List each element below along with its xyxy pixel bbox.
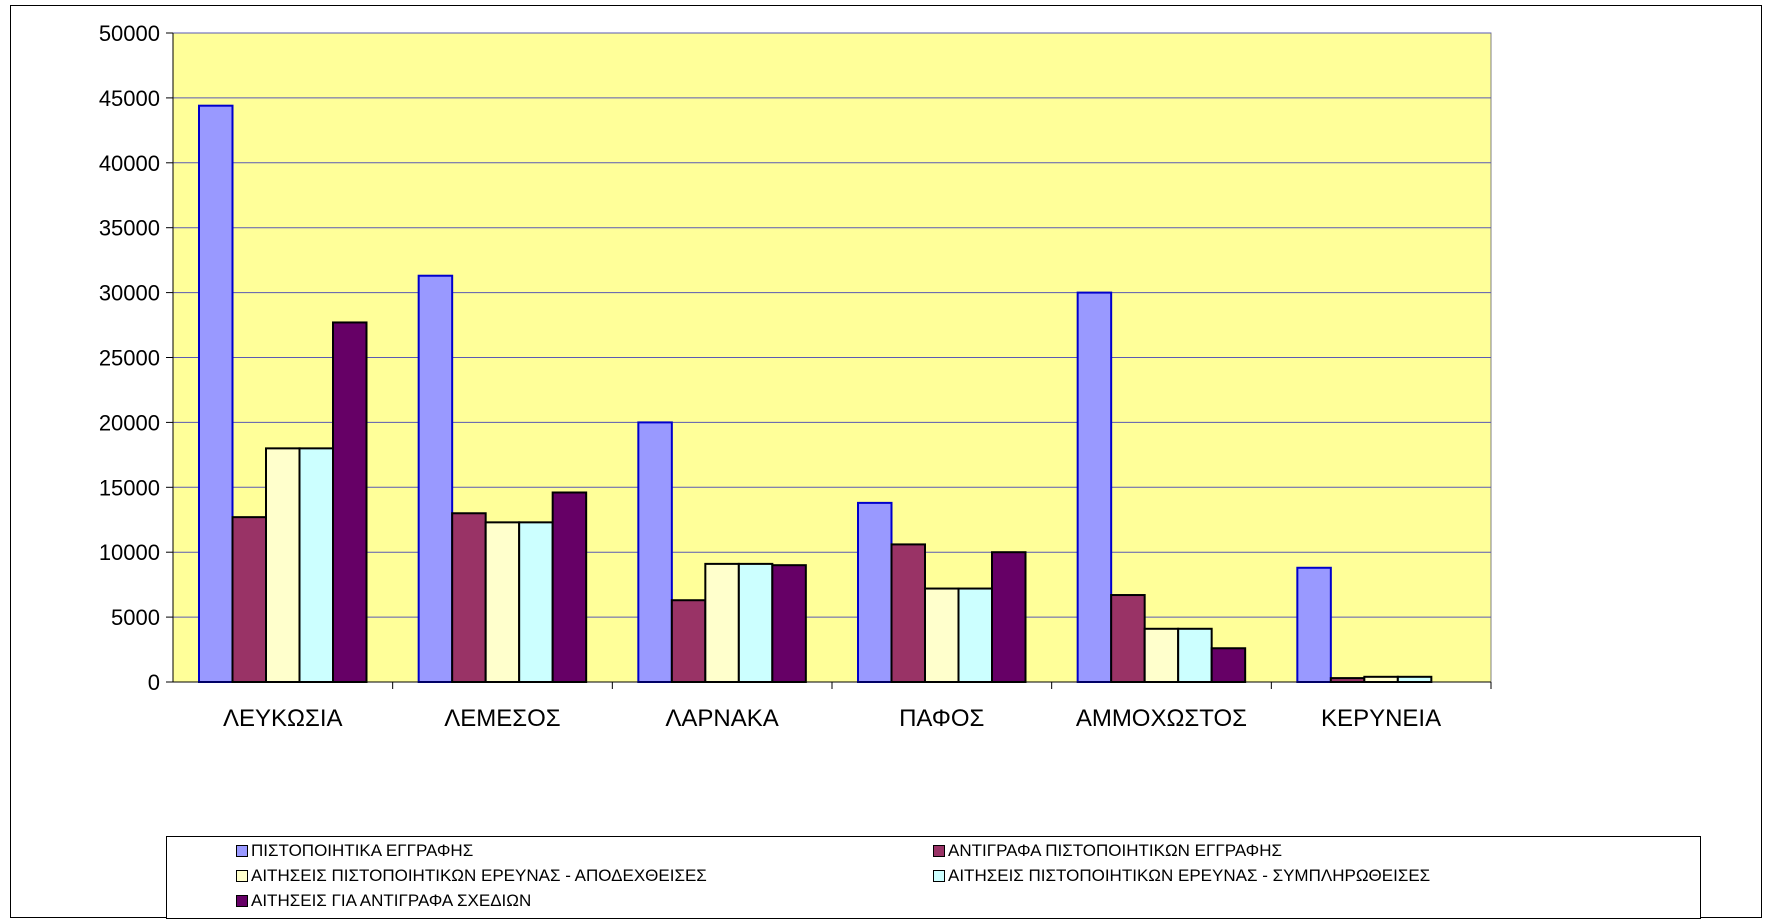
legend-item-1: ΑΝΤΙΓΡΑΦΑ ΠΙΣΤΟΠΟΙΗΤΙΚΩΝ ΕΓΓΡΑΦΗΣ	[933, 841, 1282, 861]
y-tick-label-9: 45000	[99, 86, 160, 111]
legend-label-4: ΑΙΤΗΣΕΙΣ ΓΙΑ ΑΝΤΙΓΡΑΦΑ ΣΧΕΔΙΩΝ	[251, 891, 532, 910]
legend-item-4: ΑΙΤΗΣΕΙΣ ΓΙΑ ΑΝΤΙΓΡΑΦΑ ΣΧΕΔΙΩΝ	[236, 891, 531, 911]
bar-0-3	[298, 447, 334, 683]
bar-2-1	[670, 599, 707, 684]
legend-item-0: ΠΙΣΤΟΠΟΙΗΤΙΚΑ ΕΓΓΡΑΦΗΣ	[236, 841, 473, 861]
bar-0-0	[198, 104, 234, 684]
legend-label-3: ΑΙΤΗΣΕΙΣ ΠΙΣΤΟΠΟΙΗΤΙΚΩΝ ΕΡΕΥΝΑΣ - ΣΥΜΠΛΗ…	[948, 866, 1431, 885]
gridlines	[173, 32, 1491, 618]
y-tick-label-3: 15000	[99, 475, 160, 500]
x-category-label-1: ΛΕΜΕΣΟΣ	[444, 705, 560, 732]
x-category-label-2: ΛΑΡΝΑΚΑ	[665, 705, 778, 732]
bar-2-0	[637, 421, 673, 683]
bar-0-1	[231, 516, 267, 683]
legend-swatch-0	[236, 845, 248, 857]
bar-3-2	[924, 587, 960, 684]
bar-5-1	[1329, 677, 1366, 684]
bar-4-2	[1143, 627, 1180, 683]
y-tick-label-0: 0	[148, 670, 160, 695]
legend: ΠΙΣΤΟΠΟΙΗΤΙΚΑ ΕΓΓΡΑΦΗΣ ΑΝΤΙΓΡΑΦΑ ΠΙΣΤΟΠΟ…	[166, 836, 1701, 919]
bar-4-4	[1210, 647, 1247, 684]
x-category-label-3: ΠΑΦΟΣ	[899, 705, 984, 732]
bar-3-0	[857, 501, 893, 683]
y-tick-label-5: 25000	[99, 346, 160, 371]
legend-swatch-4	[236, 895, 248, 907]
axes	[166, 32, 1492, 689]
bar-3-1	[890, 543, 926, 683]
y-tick-label-1: 5000	[111, 605, 160, 630]
bar-5-0	[1296, 566, 1332, 683]
legend-swatch-1	[933, 845, 945, 857]
bar-3-4	[991, 551, 1027, 684]
y-tick-label-7: 35000	[99, 216, 160, 241]
y-tick-labels: 0 5000 10000 15000 20000 25000 30000 35000 40000…	[99, 21, 160, 695]
legend-label-0: ΠΙΣΤΟΠΟΙΗΤΙΚΑ ΕΓΓΡΑΦΗΣ	[251, 841, 474, 860]
bar-1-4	[551, 491, 588, 683]
legend-swatch-2	[236, 870, 248, 882]
bar-1-3	[518, 521, 554, 684]
bar-1-2	[484, 521, 521, 684]
y-tick-label-8: 40000	[99, 151, 160, 176]
legend-label-2: ΑΙΤΗΣΕΙΣ ΠΙΣΤΟΠΟΙΗΤΙΚΩΝ ΕΡΕΥΝΑΣ - ΑΠΟΔΕΧ…	[251, 866, 707, 885]
bar-1-0	[417, 274, 454, 683]
bar-5-2	[1363, 675, 1399, 683]
legend-item-2: ΑΙΤΗΣΕΙΣ ΠΙΣΤΟΠΟΙΗΤΙΚΩΝ ΕΡΕΥΝΑΣ - ΑΠΟΔΕΧ…	[236, 866, 707, 886]
bar-1-1	[451, 512, 487, 684]
bar-2-3	[737, 562, 774, 684]
bar-2-2	[704, 562, 740, 684]
bar-5-3	[1396, 675, 1433, 683]
y-tick-label-4: 20000	[99, 410, 160, 435]
y-tick-label-6: 30000	[99, 281, 160, 306]
x-category-label-0: ΛΕΥΚΩΣΙΑ	[223, 705, 343, 732]
bar-4-3	[1177, 627, 1213, 683]
bar-0-4	[332, 321, 368, 683]
bar-3-3	[957, 587, 993, 684]
legend-label-1: ΑΝΤΙΓΡΑΦΑ ΠΙΣΤΟΠΟΙΗΤΙΚΩΝ ΕΓΓΡΑΦΗΣ	[948, 841, 1283, 860]
x-category-labels: ΛΕΥΚΩΣΙΑ ΛΕΜΕΣΟΣ ΛΑΡΝΑΚΑ ΠΑΦΟΣ ΑΜΜΟΧΩΣΤΟΣ ΚΕΡ…	[223, 705, 1441, 732]
y-tick-label-2: 10000	[99, 540, 160, 565]
x-category-label-4: ΑΜΜΟΧΩΣΤΟΣ	[1076, 705, 1247, 732]
y-tick-label-10: 50000	[99, 21, 160, 46]
legend-swatch-3	[933, 870, 945, 882]
x-category-label-5: ΚΕΡΥΝΕΙΑ	[1321, 705, 1441, 732]
bar-0-2	[265, 447, 301, 683]
bar-2-4	[771, 564, 807, 683]
legend-item-3: ΑΙΤΗΣΕΙΣ ΠΙΣΤΟΠΟΙΗΤΙΚΩΝ ΕΡΕΥΝΑΣ - ΣΥΜΠΛΗ…	[933, 866, 1430, 886]
bar-4-1	[1110, 594, 1146, 683]
bar-4-0	[1076, 291, 1113, 683]
